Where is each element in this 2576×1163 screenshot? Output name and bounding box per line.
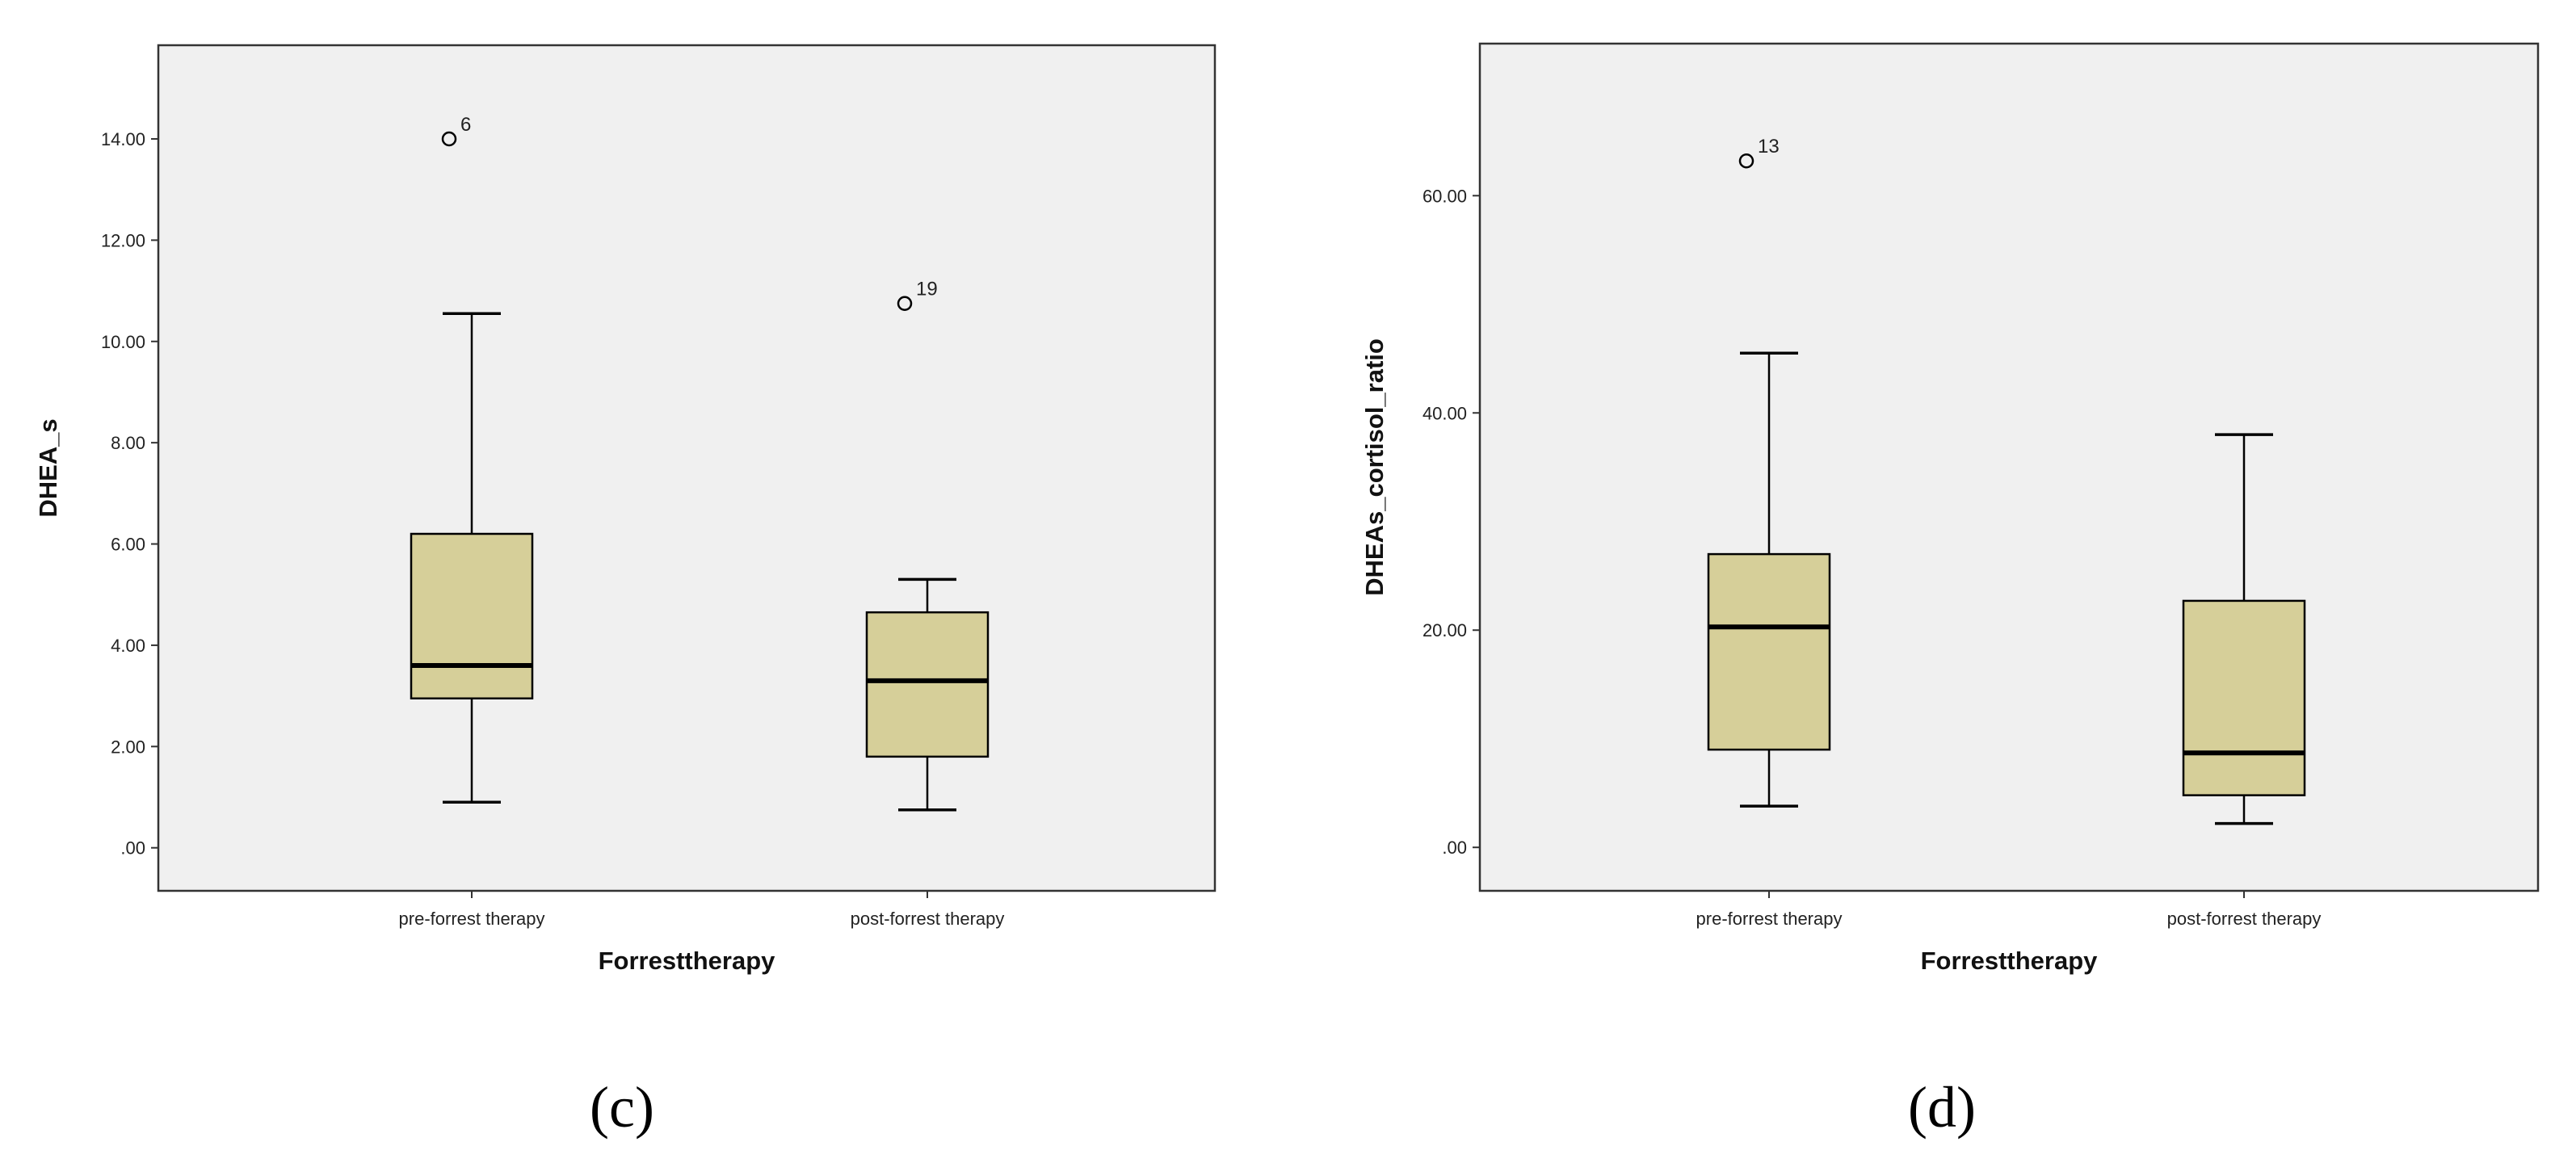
- y-tick-label: 4.00: [111, 636, 145, 656]
- x-category-label: post-forrest therapy: [2167, 909, 2322, 929]
- x-axis-title: Forresttherapy: [1921, 947, 2099, 975]
- y-tick-label: 20.00: [1422, 620, 1467, 640]
- box-post-forrest-therapy: [2182, 433, 2306, 825]
- y-tick-label: 8.00: [111, 433, 145, 453]
- y-tick-label: 40.00: [1422, 403, 1467, 423]
- panel-label: (d): [1908, 1075, 1976, 1140]
- outlier-label: 13: [1758, 136, 1780, 157]
- panel-label: (c): [590, 1075, 654, 1140]
- iqr-box: [865, 611, 990, 758]
- y-tick-label: .00: [1442, 838, 1467, 858]
- x-category-label: post-forrest therapy: [851, 909, 1005, 929]
- y-tick-label: 10.00: [101, 332, 145, 352]
- x-category-label: pre-forrest therapy: [1696, 909, 1843, 929]
- outlier-label: 19: [916, 279, 938, 300]
- iqr-box: [410, 532, 534, 700]
- outlier-label: 6: [460, 114, 471, 136]
- chart-panel-d: .00 20.00 40.00 60.00 pre-forrest therapy pos…: [1360, 42, 2540, 1140]
- y-tick-label: 12.00: [101, 230, 145, 250]
- x-axis-title: Forresttherapy: [599, 947, 776, 975]
- iqr-box: [1707, 552, 1831, 751]
- y-tick-label: .00: [120, 838, 145, 859]
- iqr-box: [2182, 599, 2306, 796]
- y-tick-label: 6.00: [111, 535, 145, 555]
- outlier-point: [1738, 153, 1754, 169]
- box-pre-forrest-therapy: 6: [410, 114, 534, 804]
- y-tick-label: 2.00: [111, 737, 145, 757]
- outlier-point: [897, 296, 913, 311]
- y-tick-label: 14.00: [101, 129, 145, 149]
- outlier-point: [441, 131, 457, 147]
- y-tick-label: 60.00: [1422, 186, 1467, 206]
- plot-area: [157, 44, 1217, 892]
- box-pre-forrest-therapy: 13: [1707, 136, 1831, 808]
- chart-panel-c: .00 2.00 4.00 6.00 8.00 10.00 12.00 14.00 pre-fo…: [34, 44, 1217, 1140]
- box-post-forrest-therapy: 19: [865, 279, 990, 812]
- y-axis-title: DHEA_s: [34, 418, 62, 517]
- x-category-label: pre-forrest therapy: [399, 909, 545, 929]
- plot-area: [1478, 42, 2540, 892]
- y-axis-title: DHEAs_cortisol_ratio: [1360, 338, 1389, 596]
